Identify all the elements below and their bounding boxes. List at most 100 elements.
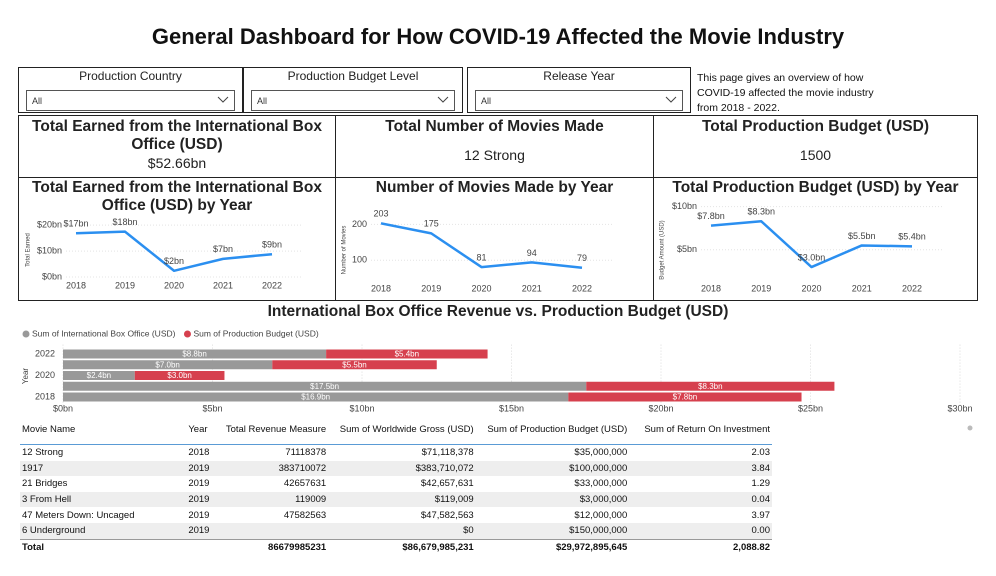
- bar-chart: $0bn $5bn $10bn $15bn $20bn $25bn $30bn Year Sum…: [21, 328, 972, 413]
- table-row: 3 From Hell 2019 119009 $119,009 $3,000,000 0…: [20, 491, 772, 508]
- data-table: Movie Name Year Total Revenue Measure Sum o…: [20, 424, 772, 556]
- x-tick-label: $25bn: [798, 403, 823, 413]
- bar: [63, 381, 587, 391]
- x-tick-label: 2019: [421, 283, 441, 293]
- dropdown[interactable]: All: [251, 90, 455, 111]
- y-tick-label: 100: [352, 255, 367, 265]
- table-cell: $100,000,000: [475, 460, 630, 477]
- bar: [63, 371, 135, 380]
- legend-marker: [22, 330, 30, 338]
- card: Total Earned from the International Box …: [18, 115, 336, 178]
- table-cell: 2,088.82: [629, 538, 772, 556]
- y-tick-label: 2022: [35, 348, 55, 358]
- x-tick-label: 2022: [572, 283, 592, 293]
- x-tick-label: $0bn: [53, 403, 73, 413]
- x-tick-label: 2020: [801, 283, 821, 293]
- x-tick-label: 2018: [66, 280, 86, 290]
- table-cell: 1.29: [751, 478, 771, 490]
- y-tick-label: 2020: [35, 370, 55, 380]
- table-cell: 3.97: [751, 509, 771, 521]
- line: [710, 220, 913, 269]
- data-label: $9bn: [262, 240, 282, 250]
- page-title: General Dashboard for How COVID-19 Affec…: [151, 24, 845, 49]
- table-cell: 47582563: [283, 509, 327, 521]
- description: This page gives an overview of how COVID…: [697, 72, 874, 114]
- chart-title: International Box Office Revenue vs. Pro…: [267, 303, 729, 320]
- y-axis-label: Budget Amount (USD): [660, 220, 666, 279]
- table-cell: $150,000,000: [475, 522, 630, 540]
- chevron: [665, 96, 677, 103]
- data-label: $2.4bn: [87, 371, 111, 380]
- table-cell: 21 Bridges: [22, 478, 68, 490]
- x-tick-label: 2018: [701, 283, 721, 293]
- table-cell: 2018: [188, 447, 210, 459]
- x-tick-label: $10bn: [349, 403, 374, 413]
- table-cell: $86,679,985,231: [328, 538, 476, 556]
- table-cell: $47,582,563: [420, 509, 474, 521]
- x-tick-label: 2019: [115, 280, 135, 290]
- x-tick-label: 2021: [522, 283, 542, 293]
- table-cell: $35,000,000: [574, 447, 628, 459]
- data-label: $18bn: [112, 217, 137, 227]
- table-cell: 2.03: [751, 447, 771, 459]
- table-row: 21 Bridges 2019 42657631 $42,657,631 $33,000…: [20, 476, 772, 492]
- x-tick-label: 2022: [902, 283, 922, 293]
- bar: [326, 349, 488, 359]
- card-title: Total Number of Movies Made: [385, 118, 604, 135]
- chart-title: Total Production Budget (USD) by Year: [672, 179, 959, 196]
- table-cell: Total: [20, 538, 187, 556]
- data-label: $2bn: [164, 256, 184, 266]
- data-label: 81: [476, 252, 486, 262]
- x-tick-label: 2022: [262, 280, 282, 290]
- x-tick-label: $20bn: [648, 403, 673, 413]
- total-row: Total 86679985231 $86,679,985,231 $29,972,8…: [20, 538, 772, 556]
- bar: [63, 392, 569, 402]
- slicer-label: Production Country: [79, 69, 182, 83]
- table-cell: 47 Meters Down: Uncaged: [22, 509, 135, 521]
- table-cell: $0: [328, 522, 476, 540]
- slicer[interactable]: Production Budget Level All: [243, 67, 463, 113]
- dropdown[interactable]: All: [26, 90, 235, 111]
- legend-label: Sum of International Box Office (USD): [32, 328, 176, 338]
- bar: [63, 360, 273, 370]
- chevron: [217, 96, 229, 103]
- chevron: [437, 96, 449, 103]
- data-label: $5.5bn: [848, 231, 876, 241]
- data-label: $3.0bn: [798, 252, 826, 262]
- x-tick-label: 2021: [213, 280, 233, 290]
- table-cell: 0.00: [629, 522, 772, 540]
- bar: [134, 371, 225, 380]
- y-axis-label: Year: [21, 368, 30, 385]
- table-cell: 3 From Hell: [20, 491, 187, 508]
- table-cell: 42657631: [283, 478, 327, 490]
- table-cell: 86679985231: [218, 538, 329, 556]
- slicer[interactable]: Production Country All: [18, 67, 243, 113]
- y-tick-label: $0bn: [42, 271, 62, 281]
- column-header: Sum of Worldwide Gross (USD): [328, 424, 476, 445]
- data-label: $7.0bn: [155, 360, 179, 369]
- data-label: $17.5bn: [310, 382, 339, 391]
- dropdown-value: All: [481, 96, 492, 106]
- x-tick-label: 2021: [852, 283, 872, 293]
- data-label: 175: [424, 219, 439, 229]
- data-label: $5.4bn: [898, 232, 926, 242]
- card: Total Production Budget (USD) 1500: [653, 115, 978, 178]
- column-header: Sum of Production Budget (USD): [475, 424, 630, 445]
- x-tick-label: $5bn: [202, 403, 222, 413]
- y-tick-label: $20bn: [37, 220, 62, 230]
- card-title: Total Earned from the International Box …: [32, 118, 322, 153]
- y-tick-label: $5bn: [677, 244, 697, 254]
- y-tick-label: $10bn: [37, 245, 62, 255]
- card-value: 12 Strong: [464, 147, 525, 163]
- table-cell: 1917: [20, 460, 187, 477]
- table-cell: 383710072: [218, 460, 329, 477]
- y-tick-label: 2018: [35, 391, 55, 401]
- table-cell: $3,000,000: [475, 491, 630, 508]
- table-cell: 6 Underground: [20, 522, 187, 540]
- dropdown[interactable]: All: [475, 90, 683, 111]
- table-cell: $12,000,000: [574, 509, 628, 521]
- table-body: 12 Strong 2018 71118378 $71,118,378 $35,000,…: [20, 445, 772, 556]
- data-label: 79: [577, 253, 587, 263]
- slicer[interactable]: Release Year All: [467, 67, 691, 113]
